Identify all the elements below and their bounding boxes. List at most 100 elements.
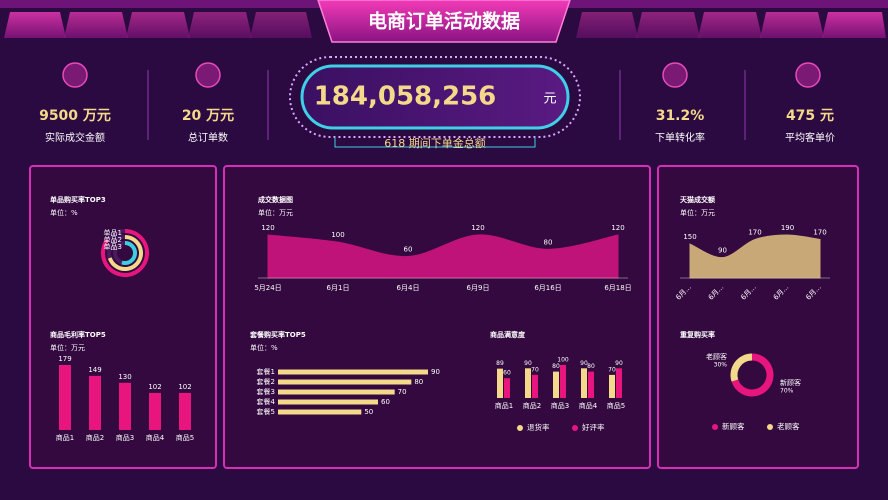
kpi-icons — [62, 62, 821, 140]
x-tick-label: 商品3 — [551, 401, 569, 410]
total-unit: 元 — [543, 92, 556, 107]
bar — [532, 374, 538, 398]
bar — [278, 369, 428, 375]
chart-subtitle: 单位：万元 — [680, 208, 715, 217]
chart-subtitle: 单位：% — [50, 208, 78, 217]
bar — [588, 371, 594, 398]
x-tick-label: 商品4 — [146, 433, 165, 442]
y-tick-label: 套餐1 — [257, 367, 275, 376]
value-label: 179 — [58, 355, 71, 363]
x-tick-label: 商品1 — [56, 433, 74, 442]
bar — [119, 382, 131, 430]
legend-label: 好评率 — [582, 422, 605, 432]
category-label: 单品2 — [104, 235, 122, 244]
bar — [609, 374, 615, 398]
x-tick-label: 商品1 — [495, 401, 513, 410]
bar — [553, 371, 559, 398]
value-label: 90 — [524, 360, 532, 367]
bar — [560, 365, 566, 398]
slice-value: 70% — [780, 388, 794, 395]
kpi-value: 9500 万元 — [39, 108, 111, 124]
value-label: 80 — [587, 363, 595, 370]
value-label: 60 — [404, 246, 413, 254]
chart-subtitle: 单位：万元 — [258, 208, 293, 217]
bar — [581, 368, 587, 398]
kpi-value: 20 万元 — [182, 108, 234, 124]
value-label: 100 — [557, 357, 569, 364]
area — [267, 234, 619, 279]
chart-title: 商品满意度 — [490, 330, 526, 339]
legend-swatch — [767, 424, 773, 430]
bar — [89, 375, 101, 430]
bar — [504, 378, 510, 398]
radial-bar — [107, 235, 143, 271]
value-label: 100 — [331, 231, 344, 239]
y-tick-label: 套餐5 — [257, 407, 275, 416]
total-label: 618 期间下单金总额 — [384, 136, 486, 150]
bar — [616, 368, 622, 398]
slice-label: 新顾客 — [780, 378, 801, 387]
total-value: 184,058,256 — [314, 82, 497, 112]
legend-swatch — [712, 424, 718, 430]
chart-subtitle: 单位：% — [250, 343, 278, 352]
x-tick-label: 商品4 — [579, 401, 598, 410]
legend-label: 老顾客 — [777, 421, 800, 431]
value-label: 80 — [414, 378, 423, 386]
value-label: 70 — [531, 366, 539, 373]
x-tick-label: 6月18日 — [604, 284, 631, 292]
bar — [59, 365, 71, 430]
value-label: 149 — [88, 366, 101, 374]
donut-slice — [730, 353, 753, 382]
value-label: 130 — [118, 373, 131, 381]
chart-subtitle: 单位：万元 — [50, 343, 85, 352]
kpi-label: 下单转化率 — [655, 131, 705, 144]
value-label: 60 — [381, 398, 390, 406]
value-label: 170 — [813, 229, 826, 237]
x-tick-label: 6月9日 — [467, 284, 490, 292]
kpi-label: 实际成交金额 — [45, 131, 105, 144]
x-tick-label: 商品5 — [607, 401, 625, 410]
value-label: 150 — [683, 233, 696, 241]
slice-label: 老顾客 — [706, 352, 727, 361]
x-tick-label: 商品3 — [116, 433, 134, 442]
bar — [497, 368, 503, 398]
value-label: 120 — [611, 224, 624, 232]
x-tick-label: 商品5 — [176, 433, 194, 442]
radial-bar — [121, 241, 137, 265]
legend-swatch — [572, 425, 578, 431]
legend-swatch — [517, 425, 523, 431]
chart-title: 单品购买率TOP3 — [50, 195, 106, 204]
header-decor — [0, 0, 888, 43]
page-title: 电商订单活动数据 — [368, 10, 520, 33]
value-label: 90 — [580, 360, 588, 367]
value-label: 80 — [552, 363, 560, 370]
bar — [525, 368, 531, 398]
bar — [179, 392, 191, 430]
x-tick-label: 6月16日 — [534, 284, 561, 292]
chart-title: 套餐购买率TOP5 — [250, 330, 306, 339]
value-label: 80 — [544, 238, 553, 246]
kpi-value: 475 元 — [786, 108, 834, 124]
area — [689, 234, 821, 279]
value-label: 70 — [608, 366, 616, 373]
value-label: 60 — [503, 370, 511, 377]
chart-title: 重复购买率 — [680, 330, 715, 339]
legend-label: 退货率 — [527, 422, 550, 432]
value-label: 102 — [178, 383, 191, 391]
kpi-label: 平均客单价 — [785, 131, 835, 144]
bar — [278, 389, 395, 395]
legend-label: 新顾客 — [722, 421, 745, 431]
x-tick-label: 6月1日 — [327, 284, 350, 292]
value-label: 89 — [496, 360, 504, 367]
value-label: 120 — [261, 224, 274, 232]
bar — [278, 379, 412, 385]
value-label: 102 — [148, 383, 161, 391]
x-tick-label: 商品2 — [523, 401, 541, 410]
value-label: 90 — [615, 360, 623, 367]
category-label: 单品1 — [104, 228, 122, 237]
chart-title: 天猫成交额 — [680, 195, 715, 204]
value-label: 90 — [718, 247, 727, 255]
center-oval — [289, 56, 581, 148]
category-label: 单品3 — [104, 242, 122, 251]
